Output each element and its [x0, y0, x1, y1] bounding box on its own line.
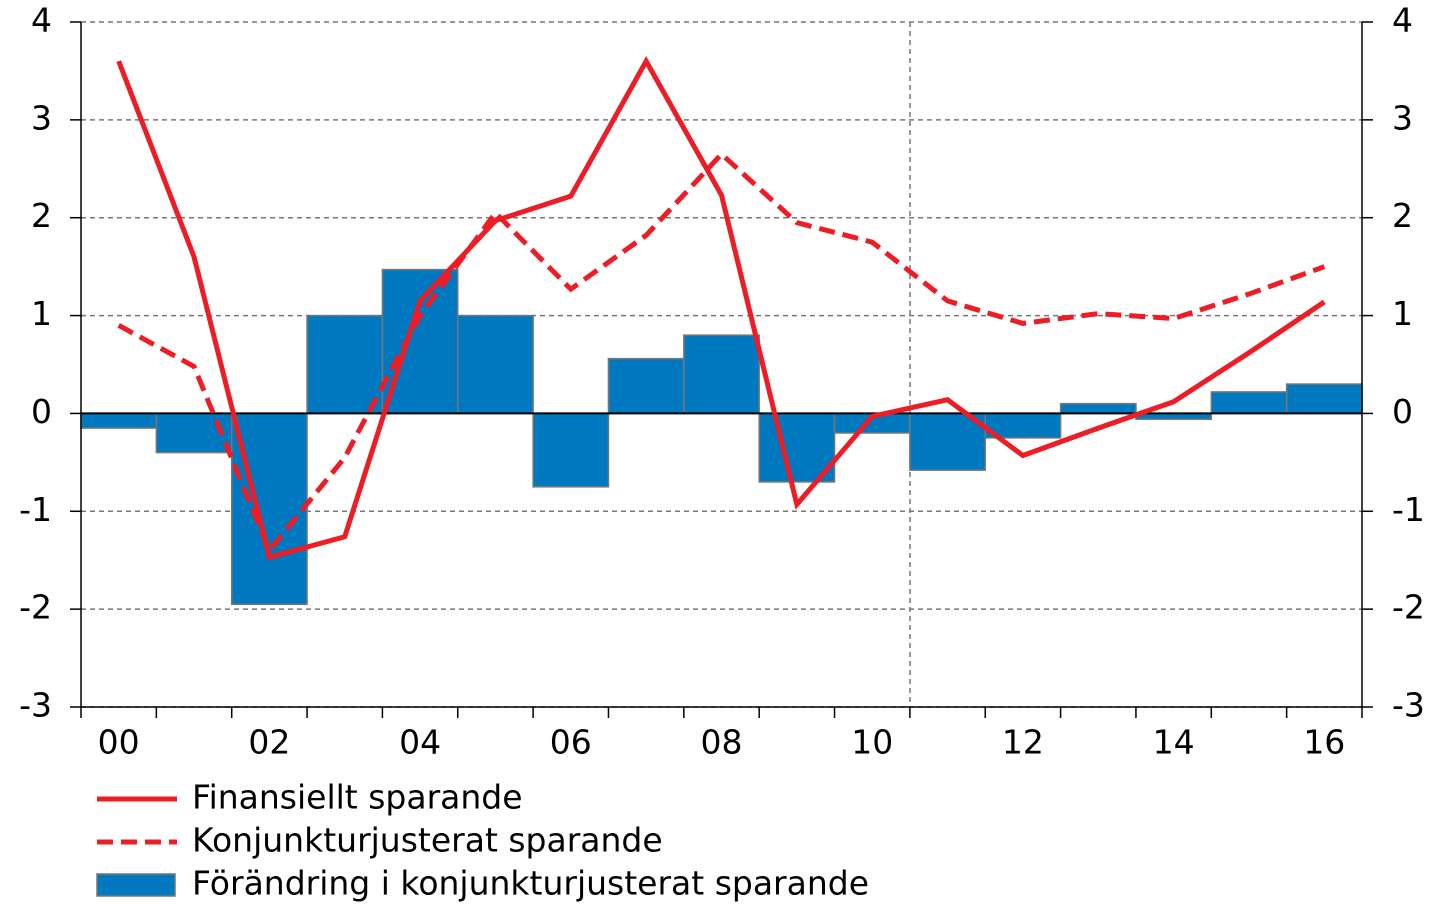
y2-tick-label: 0: [1392, 392, 1413, 431]
y2-tick-label: 1: [1392, 294, 1413, 333]
y-tick-label: -3: [19, 686, 52, 725]
x-tick-label: 04: [399, 723, 441, 762]
y2-tick-label: -2: [1392, 588, 1425, 627]
bar: [607, 357, 685, 415]
x-tick-label: 10: [851, 723, 893, 762]
y-tick-label: -2: [19, 588, 52, 627]
x-tick-label: 16: [1303, 723, 1345, 762]
bar: [230, 412, 308, 605]
bar: [1059, 402, 1137, 415]
bar: [1210, 391, 1288, 415]
legend-label: Konjunkturjusterat sparande: [192, 821, 663, 860]
line-series: [116, 56, 1326, 561]
bar: [381, 268, 459, 415]
y2-tick-label: 2: [1392, 196, 1413, 235]
legend-swatch: [96, 873, 176, 897]
x-tick-label: 14: [1153, 723, 1195, 762]
bar: [532, 412, 610, 488]
y-tick-label: 0: [31, 392, 52, 431]
bar: [80, 412, 158, 429]
lines: [116, 56, 1326, 561]
y2-tick-label: -3: [1392, 686, 1425, 725]
y2-tick-label: 3: [1392, 98, 1413, 137]
bar: [457, 314, 534, 415]
y-tick-label: 2: [31, 196, 52, 235]
y-tick-label: -1: [19, 490, 52, 529]
y-tick-label: 1: [31, 294, 52, 333]
y2-tick-label: -1: [1392, 490, 1425, 529]
y2-tick-label: 4: [1392, 1, 1413, 40]
x-tick-label: 06: [550, 723, 592, 762]
bar: [306, 314, 384, 415]
bar: [909, 412, 986, 471]
legend-label: Finansiellt sparande: [192, 778, 523, 817]
y-tick-label: 4: [31, 1, 52, 40]
x-tick-label: 02: [248, 723, 290, 762]
bars: [80, 268, 1363, 605]
y-tick-label: 3: [31, 98, 52, 137]
x-tick-label: 12: [1002, 723, 1044, 762]
bar: [683, 334, 760, 415]
x-tick-label: 00: [98, 723, 140, 762]
legend-label: Förändring i konjunkturjusterat sparande: [192, 864, 869, 903]
line-series: [117, 150, 1326, 556]
x-tick-label: 08: [701, 723, 743, 762]
bar: [1285, 383, 1363, 415]
